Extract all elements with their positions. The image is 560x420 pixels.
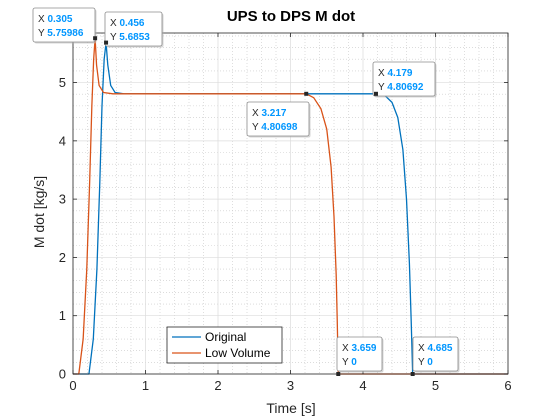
datatip-y-text: Y 5.6853 bbox=[110, 32, 150, 43]
datatip-box bbox=[372, 61, 436, 97]
datatip-marker bbox=[93, 36, 98, 41]
datatip: X 3.659 Y 0 bbox=[336, 336, 384, 376]
datatip-y-text: Y 0 bbox=[418, 357, 433, 368]
datatip: X 4.685 Y 0 bbox=[410, 336, 460, 376]
datatip-y-text: Y 0 bbox=[342, 357, 357, 368]
y-tick-label: 0 bbox=[59, 367, 66, 382]
datatip: X 0.305 Y 5.75986 bbox=[32, 7, 98, 44]
x-tick-label: 0 bbox=[69, 378, 76, 393]
y-tick-label: 2 bbox=[59, 250, 66, 265]
datatip-box bbox=[412, 336, 459, 372]
datatip-marker bbox=[336, 372, 341, 376]
plot-area: 0 1 2 3 4 5 6 0 1 2 3 4 5 X 0.305 Y 5.75986 X 0.456 Y 5.… bbox=[32, 7, 512, 393]
datatip-x-text: X 0.456 bbox=[110, 18, 145, 29]
datatip: X 3.217 Y 4.80698 bbox=[246, 91, 311, 138]
datatip-y-text: Y 4.80698 bbox=[252, 122, 298, 133]
legend-box bbox=[166, 326, 283, 364]
datatip: X 4.179 Y 4.80692 bbox=[372, 61, 437, 98]
legend-entry: Original bbox=[205, 330, 246, 344]
datatip-x-text: X 4.179 bbox=[378, 68, 413, 79]
x-tick-label: 1 bbox=[142, 378, 149, 393]
x-tick-label: 2 bbox=[214, 378, 221, 393]
legend: Original Low Volume bbox=[166, 326, 283, 364]
datatip-box bbox=[246, 101, 310, 137]
y-tick-label: 4 bbox=[59, 133, 66, 148]
datatip-box bbox=[32, 7, 96, 43]
datatip-marker bbox=[373, 91, 378, 96]
datatip-x-text: X 0.305 bbox=[38, 14, 73, 25]
datatip-box bbox=[104, 11, 163, 47]
datatip-y-text: Y 4.80692 bbox=[378, 82, 424, 93]
datatip-marker bbox=[410, 372, 415, 376]
x-tick-label: 4 bbox=[359, 378, 366, 393]
y-axis-label: M dot [kg/s] bbox=[31, 176, 47, 248]
datatip-marker bbox=[104, 40, 109, 45]
chart-title: UPS to DPS M dot bbox=[227, 8, 355, 25]
series-line-low-volume bbox=[73, 37, 508, 375]
y-tick-label: 1 bbox=[59, 308, 66, 323]
x-tick-label: 3 bbox=[287, 378, 294, 393]
legend-entry: Low Volume bbox=[205, 346, 271, 360]
y-tick-label: 5 bbox=[59, 75, 66, 90]
datatip-y-text: Y 5.75986 bbox=[38, 28, 84, 39]
y-tick-label: 3 bbox=[59, 192, 66, 207]
x-tick-label: 6 bbox=[504, 378, 511, 393]
series-line-original bbox=[73, 41, 508, 375]
datatip: X 0.456 Y 5.6853 bbox=[104, 11, 164, 48]
datatip-box bbox=[336, 336, 383, 372]
x-axis-label: Time [s] bbox=[266, 400, 315, 416]
datatip-x-text: X 4.685 bbox=[418, 343, 453, 354]
datatip-marker bbox=[304, 91, 309, 96]
x-tick-label: 5 bbox=[432, 378, 439, 393]
datatip-x-text: X 3.659 bbox=[342, 343, 377, 354]
datatip-x-text: X 3.217 bbox=[252, 108, 287, 119]
